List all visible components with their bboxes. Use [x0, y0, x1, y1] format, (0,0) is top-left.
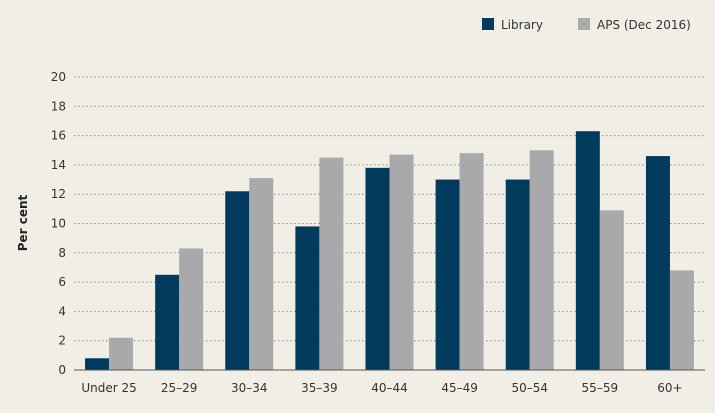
y-tick-label: 4 [58, 304, 66, 318]
y-tick-label: 18 [51, 99, 66, 113]
y-tick-label: 12 [51, 187, 66, 201]
y-tick-label: 8 [58, 246, 66, 260]
bar-library-2 [225, 191, 250, 370]
x-tick-label: 25–29 [161, 381, 198, 395]
x-tick-label: 35–39 [301, 381, 338, 395]
x-tick-label: Under 25 [81, 381, 136, 395]
bar-library-4 [365, 167, 390, 370]
y-tick-label: 2 [58, 334, 66, 348]
legend-swatch [578, 18, 590, 30]
bar-aps-7 [599, 210, 624, 370]
bar-aps-1 [179, 248, 204, 370]
bar-library-8 [645, 156, 670, 370]
x-tick-label: 40–44 [371, 381, 408, 395]
bar-aps-2 [249, 178, 274, 370]
x-tick-label: 30–34 [231, 381, 268, 395]
bar-library-6 [505, 179, 530, 370]
bar-aps-8 [669, 270, 694, 370]
y-axis-title: Per cent [16, 194, 30, 251]
y-tick-label: 16 [51, 129, 66, 143]
y-axis-ticks: 0 2 4 6 8 10 12 14 16 18 20 [51, 70, 66, 377]
y-tick-label: 20 [51, 70, 66, 84]
y-tick-label: 0 [58, 363, 66, 377]
x-axis-ticks: Under 25 25–29 30–34 35–39 40–44 45–49 50–54 55… [81, 381, 682, 395]
y-tick-label: 14 [51, 158, 66, 172]
bar-library-3 [295, 226, 320, 370]
bar-library-1 [155, 274, 180, 370]
y-tick-label: 6 [58, 275, 66, 289]
bar-aps-5 [459, 153, 484, 370]
legend-label: Library [501, 18, 543, 32]
bar-library-5 [435, 179, 460, 370]
bar-library-7 [575, 131, 600, 370]
legend: Library APS (Dec 2016) [482, 18, 691, 32]
bars [85, 131, 694, 370]
bar-aps-6 [529, 150, 554, 370]
x-tick-label: 45–49 [441, 381, 478, 395]
bar-aps-0 [109, 337, 134, 370]
legend-swatch [482, 18, 494, 30]
bar-aps-3 [319, 157, 344, 370]
legend-label: APS (Dec 2016) [597, 18, 691, 32]
bar-aps-4 [389, 154, 414, 370]
x-tick-label: 60+ [657, 381, 682, 395]
x-tick-label: 50–54 [511, 381, 548, 395]
bar-library-0 [85, 358, 110, 370]
y-tick-label: 10 [51, 217, 66, 231]
x-tick-label: 55–59 [582, 381, 619, 395]
